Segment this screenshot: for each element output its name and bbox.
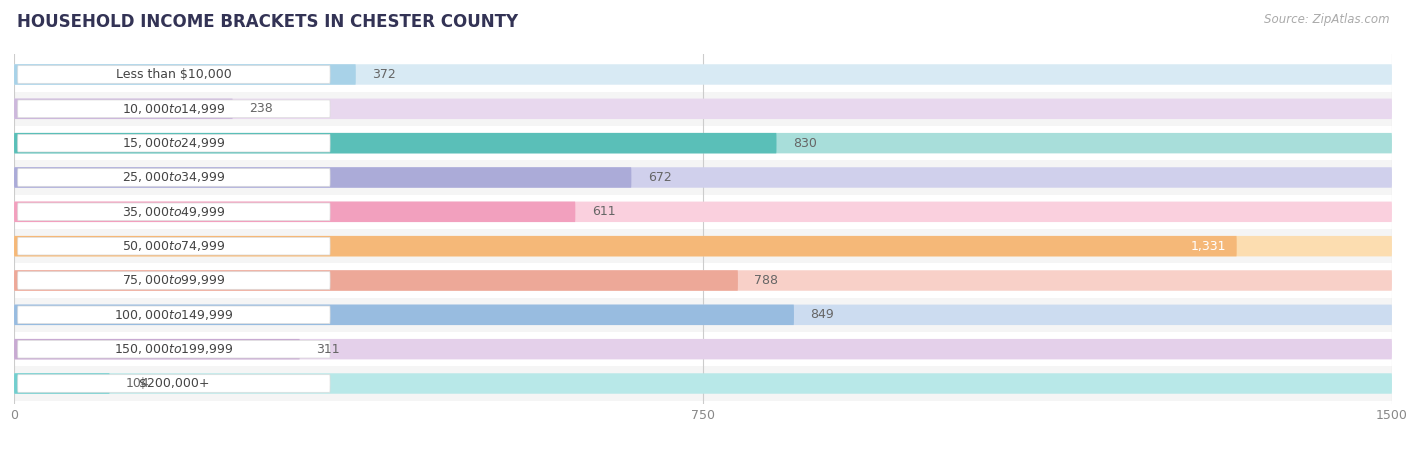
Text: $35,000 to $49,999: $35,000 to $49,999	[122, 205, 225, 219]
Bar	[0, 195, 1406, 229]
FancyBboxPatch shape	[14, 99, 1392, 119]
Text: $10,000 to $14,999: $10,000 to $14,999	[122, 102, 225, 116]
FancyBboxPatch shape	[14, 373, 1392, 394]
FancyBboxPatch shape	[14, 373, 110, 394]
Text: $25,000 to $34,999: $25,000 to $34,999	[122, 171, 225, 185]
Text: $100,000 to $149,999: $100,000 to $149,999	[114, 308, 233, 322]
FancyBboxPatch shape	[14, 339, 1392, 359]
Bar	[0, 229, 1406, 263]
FancyBboxPatch shape	[18, 272, 330, 289]
Text: 849: 849	[810, 308, 834, 321]
FancyBboxPatch shape	[14, 167, 631, 188]
FancyBboxPatch shape	[18, 238, 330, 255]
FancyBboxPatch shape	[18, 134, 330, 152]
Text: HOUSEHOLD INCOME BRACKETS IN CHESTER COUNTY: HOUSEHOLD INCOME BRACKETS IN CHESTER COU…	[17, 13, 517, 31]
FancyBboxPatch shape	[14, 304, 1392, 325]
FancyBboxPatch shape	[18, 375, 330, 392]
FancyBboxPatch shape	[18, 340, 330, 358]
Text: $50,000 to $74,999: $50,000 to $74,999	[122, 239, 225, 253]
FancyBboxPatch shape	[14, 167, 1392, 188]
Bar	[0, 160, 1406, 195]
Bar	[0, 332, 1406, 366]
Text: $75,000 to $99,999: $75,000 to $99,999	[122, 273, 225, 287]
FancyBboxPatch shape	[18, 306, 330, 324]
FancyBboxPatch shape	[14, 304, 794, 325]
Bar	[0, 263, 1406, 298]
Bar	[0, 57, 1406, 92]
FancyBboxPatch shape	[14, 339, 299, 359]
FancyBboxPatch shape	[14, 270, 738, 291]
FancyBboxPatch shape	[18, 100, 330, 118]
FancyBboxPatch shape	[14, 270, 1392, 291]
Text: $15,000 to $24,999: $15,000 to $24,999	[122, 136, 225, 150]
Text: 672: 672	[648, 171, 672, 184]
Text: $200,000+: $200,000+	[139, 377, 209, 390]
FancyBboxPatch shape	[14, 202, 575, 222]
Bar	[0, 92, 1406, 126]
FancyBboxPatch shape	[14, 99, 232, 119]
Bar	[0, 126, 1406, 160]
FancyBboxPatch shape	[18, 169, 330, 186]
Text: 238: 238	[249, 102, 273, 115]
Text: Source: ZipAtlas.com: Source: ZipAtlas.com	[1264, 13, 1389, 26]
Text: 1,331: 1,331	[1189, 240, 1226, 253]
Text: 104: 104	[127, 377, 150, 390]
FancyBboxPatch shape	[14, 236, 1237, 256]
FancyBboxPatch shape	[14, 202, 1392, 222]
FancyBboxPatch shape	[18, 66, 330, 83]
FancyBboxPatch shape	[14, 236, 1392, 256]
Text: $150,000 to $199,999: $150,000 to $199,999	[114, 342, 233, 356]
Text: 788: 788	[755, 274, 779, 287]
Text: 611: 611	[592, 205, 616, 218]
Text: Less than $10,000: Less than $10,000	[117, 68, 232, 81]
Text: 830: 830	[793, 136, 817, 150]
Bar	[0, 298, 1406, 332]
FancyBboxPatch shape	[14, 133, 1392, 154]
FancyBboxPatch shape	[14, 133, 776, 154]
Text: 372: 372	[373, 68, 396, 81]
FancyBboxPatch shape	[14, 64, 1392, 85]
Text: 311: 311	[316, 343, 340, 356]
FancyBboxPatch shape	[14, 64, 356, 85]
FancyBboxPatch shape	[18, 203, 330, 220]
Bar	[0, 366, 1406, 401]
